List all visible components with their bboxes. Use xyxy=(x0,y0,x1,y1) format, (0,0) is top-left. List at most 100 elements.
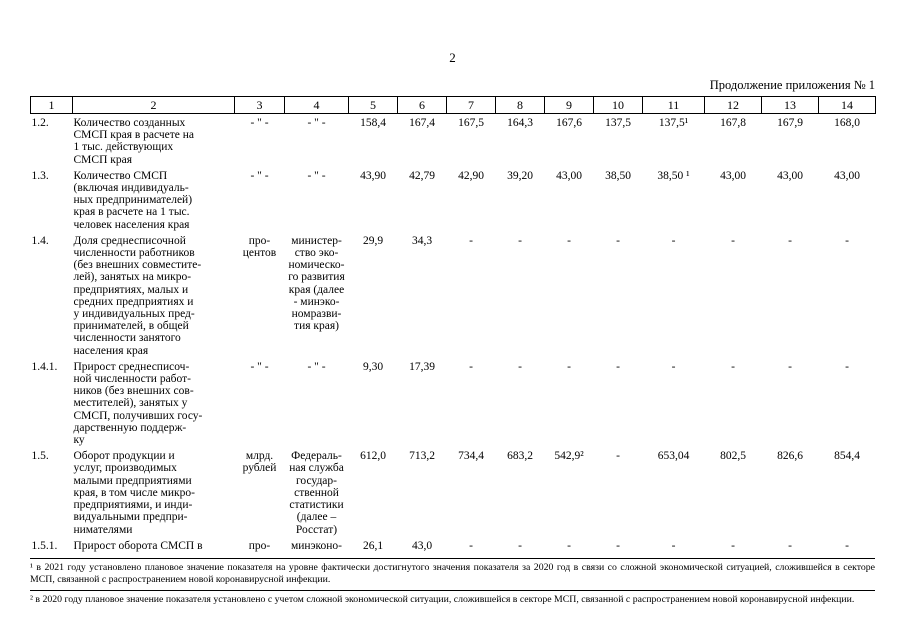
column-number-cell: 10 xyxy=(593,96,643,114)
table-row: 1.5.1. Прирост оборота СМСП в про-минэконо… xyxy=(31,537,876,553)
value-cell: - xyxy=(469,234,473,247)
source-cell: - " - xyxy=(307,360,326,373)
value-cell: 137,5 xyxy=(605,117,631,129)
value-cell: 167,8 xyxy=(720,117,746,129)
value-cell: - xyxy=(567,360,571,373)
table-row: 1.2. Количество созданных СМСП края в рас… xyxy=(31,114,876,167)
row-number: 1.2. xyxy=(31,117,49,129)
value-cell: 802,5 xyxy=(720,450,746,463)
value-cell: - xyxy=(671,539,676,552)
value-cell: - xyxy=(469,360,473,373)
value-cell: - xyxy=(518,360,522,373)
source-cell: - " - xyxy=(307,169,326,182)
unit-cell: - " - xyxy=(250,169,269,182)
column-number-cell: 14 xyxy=(818,96,876,114)
source-cell: Федераль- ная служба государ- ственной с… xyxy=(289,450,344,536)
table-header-row: 1 2 3 4 5 6 7 8 9 10 11 12 13 14 xyxy=(30,96,876,114)
indicator-name: Количество СМСП (включая индивидуаль- ны… xyxy=(73,169,193,231)
value-cell: 9,30 xyxy=(362,360,384,373)
indicator-name: Количество созданных СМСП края в расчете… xyxy=(73,117,195,166)
value-cell: 42,90 xyxy=(458,169,484,182)
footnote-separator xyxy=(30,589,875,591)
value-cell: 42,79 xyxy=(409,169,435,182)
value-cell: - xyxy=(731,360,735,373)
column-number-cell: 2 xyxy=(72,96,235,114)
source-cell: минэконо- xyxy=(290,539,342,552)
value-cell: 158,4 xyxy=(360,117,386,129)
value-cell: 34,3 xyxy=(411,234,433,247)
value-cell: 38,50 xyxy=(605,169,631,182)
unit-cell: - " - xyxy=(250,360,269,373)
indicator-name: Прирост среднесписоч- ной численности ра… xyxy=(73,360,203,447)
source-cell: министер- ство эко- номическо- го развит… xyxy=(288,234,345,333)
value-cell: 43,00 xyxy=(834,169,860,182)
table-row: 1.5. Оборот продукции и услуг, производим… xyxy=(31,447,876,536)
indicator-name: Оборот продукции и услуг, производимых м… xyxy=(73,450,195,536)
value-cell: - xyxy=(616,234,620,247)
indicator-name: Прирост оборота СМСП в xyxy=(73,539,203,552)
table-body: 1.2. Количество созданных СМСП края в рас… xyxy=(31,114,876,553)
column-number-cell: 4 xyxy=(284,96,349,114)
value-cell: 43,00 xyxy=(720,169,746,182)
value-cell: - xyxy=(616,360,620,373)
footnotes-section: ¹ в 2021 году установлено плановое значе… xyxy=(30,557,875,606)
footnote-1: ¹ в 2021 году установлено плановое значе… xyxy=(30,561,875,585)
value-cell: 137,5¹ xyxy=(658,117,689,129)
value-cell: - xyxy=(671,234,676,247)
value-cell: 167,9 xyxy=(777,117,803,129)
value-cell: - xyxy=(845,360,849,373)
value-cell: 43,00 xyxy=(777,169,803,182)
value-cell: - xyxy=(788,539,792,552)
value-cell: 17,39 xyxy=(409,360,435,373)
value-cell: - xyxy=(731,234,735,247)
row-number: 1.4. xyxy=(31,234,49,247)
value-cell: - xyxy=(518,539,522,552)
value-cell: - xyxy=(671,360,676,373)
unit-cell: про- центов xyxy=(242,234,277,260)
value-cell: 38,50 ¹ xyxy=(657,169,690,182)
column-number-cell: 9 xyxy=(544,96,594,114)
source-cell: - " - xyxy=(307,117,326,129)
row-number: 1.4.1. xyxy=(31,360,58,373)
indicators-table: 1 2 3 4 5 6 7 8 9 10 11 12 13 14 1.2. Количество созда… xyxy=(30,96,876,553)
value-cell: 854,4 xyxy=(834,450,860,463)
value-cell: 826,6 xyxy=(777,450,803,463)
continuation-note: Продолжение приложения № 1 xyxy=(709,78,875,92)
value-cell: 43,0 xyxy=(411,539,433,552)
column-number-cell: 1 xyxy=(30,96,73,114)
table-row: 1.4. Доля среднесписочной численности раб… xyxy=(31,232,876,358)
value-cell: 26,1 xyxy=(362,539,384,552)
column-number-cell: 11 xyxy=(642,96,705,114)
value-cell: - xyxy=(845,234,849,247)
column-number-cell: 13 xyxy=(761,96,819,114)
unit-cell: - " - xyxy=(250,117,269,129)
column-number-cell: 3 xyxy=(234,96,285,114)
column-number-cell: 8 xyxy=(495,96,545,114)
value-cell: - xyxy=(616,539,620,552)
value-cell: 683,2 xyxy=(507,450,533,463)
table-row: 1.4.1. Прирост среднесписоч- ной численно… xyxy=(31,358,876,447)
indicator-name: Доля среднесписочной численности работни… xyxy=(73,234,202,357)
value-cell: - xyxy=(788,234,792,247)
value-cell: 43,00 xyxy=(556,169,582,182)
row-number: 1.5. xyxy=(31,450,49,463)
value-cell: - xyxy=(845,539,849,552)
value-cell: 43,90 xyxy=(360,169,386,182)
value-cell: - xyxy=(567,539,571,552)
page-number: 2 xyxy=(449,50,456,65)
value-cell: - xyxy=(788,360,792,373)
value-cell: 167,6 xyxy=(556,117,582,129)
row-number: 1.5.1. xyxy=(31,539,58,552)
column-number-cell: 12 xyxy=(704,96,762,114)
value-cell: 612,0 xyxy=(360,450,386,463)
value-cell: - xyxy=(616,450,620,463)
unit-cell: млрд. рублей xyxy=(242,450,277,475)
value-cell: 164,3 xyxy=(507,117,533,129)
footnote-2: ² в 2020 году плановое значение показате… xyxy=(30,593,855,605)
value-cell: 167,5 xyxy=(458,117,484,129)
table-row: 1.3. Количество СМСП (включая индивидуаль… xyxy=(31,167,876,232)
value-cell: - xyxy=(469,539,473,552)
value-cell: 168,0 xyxy=(834,117,860,129)
value-cell: 734,4 xyxy=(458,450,484,463)
